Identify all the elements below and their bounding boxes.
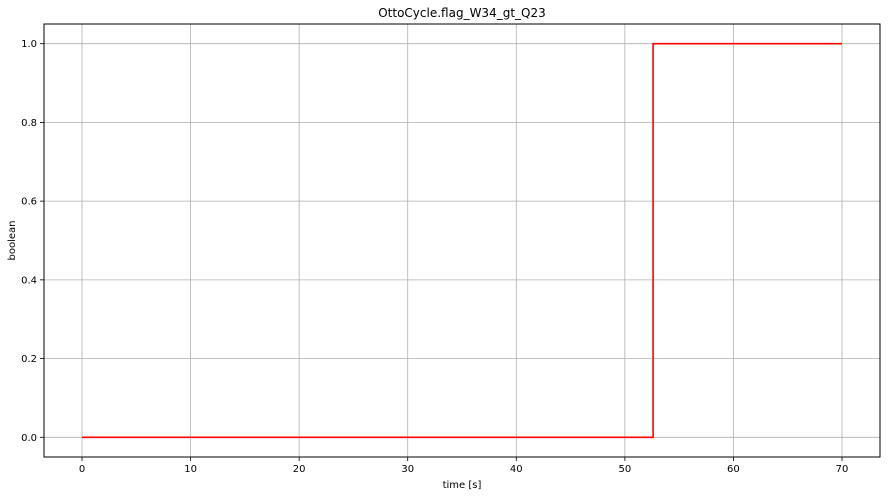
x-tick-label: 40: [510, 464, 523, 475]
x-axis-ticks: 0 10 20 30 40 50 60 70: [79, 457, 849, 475]
y-axis-title: boolean: [7, 221, 18, 261]
y-tick-label: 0.2: [21, 354, 37, 365]
x-tick-label: 70: [836, 464, 849, 475]
grid-lines: [44, 24, 880, 457]
x-tick-label: 20: [293, 464, 306, 475]
y-tick-label: 0.8: [21, 118, 37, 129]
y-tick-label: 0.6: [21, 197, 37, 208]
x-tick-label: 60: [727, 464, 740, 475]
y-axis-ticks: 0.0 0.2 0.4 0.6 0.8 1.0: [21, 39, 44, 444]
x-tick-label: 10: [184, 464, 197, 475]
y-tick-label: 0.4: [21, 275, 37, 286]
x-tick-label: 50: [618, 464, 631, 475]
series-layer: [82, 42, 842, 439]
x-tick-label: 0: [79, 464, 85, 475]
y-tick-label: 1.0: [21, 39, 37, 50]
chart-title: OttoCycle.flag_W34_gt_Q23: [378, 6, 546, 20]
y-tick-label: 0.0: [21, 433, 37, 444]
series-line: [82, 42, 842, 439]
x-tick-label: 30: [401, 464, 414, 475]
plot-frame: [43, 23, 881, 458]
x-axis-title: time [s]: [443, 480, 482, 491]
